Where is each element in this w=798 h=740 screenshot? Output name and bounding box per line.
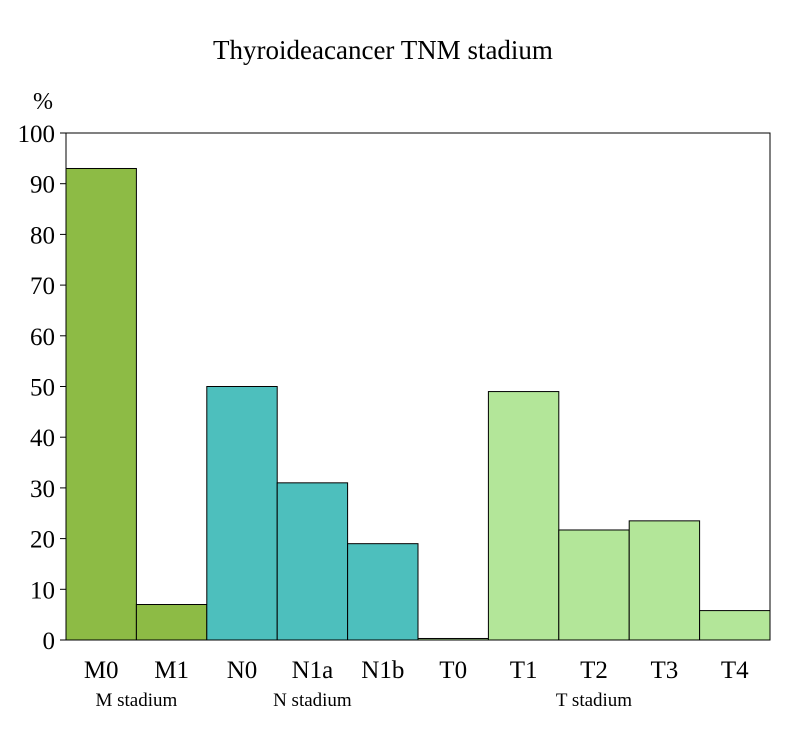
y-tick-label: 0	[43, 628, 56, 655]
bar-n1a	[276, 482, 349, 641]
y-tick-label: 50	[30, 375, 55, 402]
bars	[65, 167, 771, 641]
category-label: T2	[580, 657, 608, 684]
y-tick-label: 30	[30, 476, 55, 503]
bar-t4	[699, 610, 771, 641]
category-label: N0	[227, 657, 258, 684]
y-tick-label: 80	[30, 222, 55, 249]
bar-t1	[487, 391, 560, 641]
group-labels: M stadium N stadium T stadium	[95, 690, 632, 711]
category-label: T1	[510, 657, 538, 684]
y-axis-unit-label: %	[33, 89, 53, 115]
bar-n1b	[347, 543, 419, 641]
y-tick-label: 100	[18, 121, 56, 148]
category-label: M0	[84, 657, 119, 684]
category-label: T0	[439, 657, 467, 684]
category-label: T3	[651, 657, 679, 684]
y-tick-label: 60	[30, 324, 55, 351]
chart-title: Thyroideacancer TNM stadium	[213, 35, 553, 65]
y-tick-label: 70	[30, 273, 55, 300]
bar-m1	[135, 604, 208, 641]
bar-t3	[628, 520, 701, 641]
category-labels: M0 M1 N0 N1a N1b T0 T1 T2 T3 T4	[84, 657, 749, 684]
group-label: N stadium	[273, 690, 352, 711]
category-label: N1a	[292, 657, 334, 684]
y-tick-label: 40	[30, 425, 55, 452]
y-tick-label: 90	[30, 172, 55, 199]
y-axis-ticks: 0 10 20 30 40 50 60 70 80 90 100	[18, 121, 66, 655]
plot-frame	[65, 132, 771, 641]
category-label: T4	[721, 657, 749, 684]
bar-m0	[65, 167, 137, 641]
category-label: N1b	[361, 657, 404, 684]
y-tick-label: 10	[30, 577, 55, 604]
group-label: M stadium	[95, 690, 177, 711]
bar-n0	[206, 386, 278, 641]
y-tick-label: 20	[30, 527, 55, 554]
category-label: M1	[154, 657, 189, 684]
group-label: T stadium	[556, 690, 632, 711]
bar-t2	[558, 529, 630, 641]
